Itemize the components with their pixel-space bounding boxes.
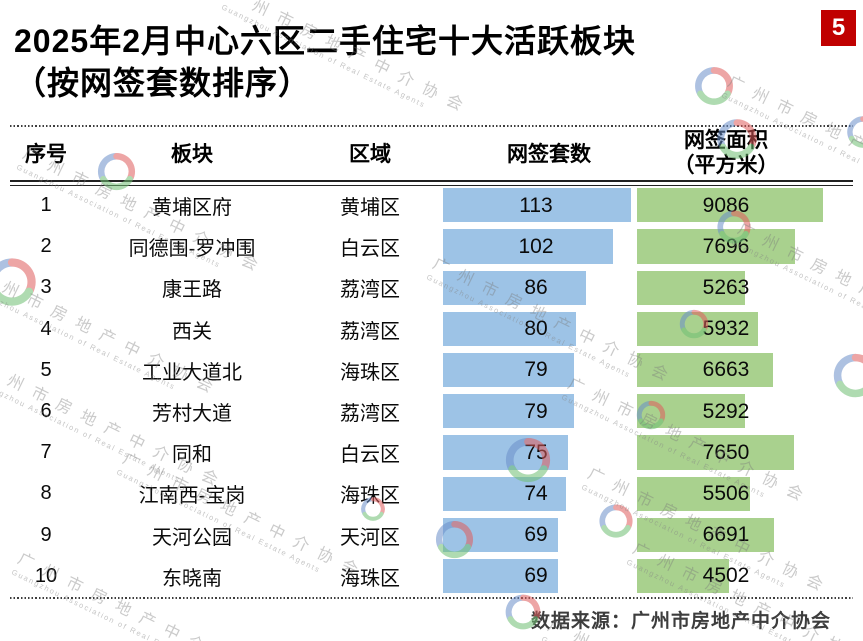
district-cell: 海珠区 — [340, 485, 400, 508]
count-bar — [443, 311, 577, 346]
area-value: 5932 — [702, 317, 750, 341]
sector-cell: 芳村大道 — [152, 403, 232, 426]
header-area-line1: 网签面积 — [684, 129, 768, 152]
area-bar — [637, 229, 795, 264]
count-bar — [443, 558, 558, 594]
count-value: 74 — [524, 481, 548, 505]
area-bar — [637, 435, 794, 470]
area-value: 6663 — [702, 358, 750, 382]
header-district: 区域 — [349, 143, 391, 166]
sector-cell: 天河公园 — [152, 526, 232, 549]
sector-cell: 工业大道北 — [142, 361, 242, 384]
sector-cell: 西关 — [172, 320, 212, 343]
association-logo-watermark — [690, 62, 738, 110]
header-count: 网签套数 — [507, 143, 591, 166]
district-cell: 黄埔区 — [340, 197, 400, 220]
table-header-row: 序号 板块 区域 网签套数 网签面积 （平方米） — [0, 126, 863, 180]
table-row: 8 江南西-宝岗 海珠区 74 5506 — [0, 473, 863, 514]
count-bar — [443, 352, 575, 388]
area-bar — [637, 517, 774, 552]
sector-cell: 东晓南 — [162, 567, 222, 590]
rank-cell: 7 — [40, 441, 52, 464]
table-top-border — [10, 125, 853, 127]
header-rank: 序号 — [25, 143, 67, 166]
count-value: 113 — [519, 193, 553, 217]
sector-cell: 江南西-宝岗 — [138, 485, 246, 508]
sector-cell: 康王路 — [162, 279, 222, 302]
district-cell: 荔湾区 — [340, 320, 400, 343]
count-bar — [443, 188, 631, 223]
page-title-line1: 2025年2月中心六区二手住宅十大活跃板块 — [14, 23, 636, 59]
header-area: 网签面积 （平方米） — [626, 126, 826, 180]
area-value: 7650 — [702, 440, 750, 464]
sector-cell: 同德围-罗冲围 — [128, 238, 256, 261]
table-row: 1 黄埔区府 黄埔区 113 9086 — [0, 185, 863, 226]
district-cell: 荔湾区 — [340, 403, 400, 426]
rank-cell: 4 — [40, 317, 52, 340]
table-row: 2 同德围-罗冲围 白云区 102 7696 — [0, 226, 863, 267]
sector-cell: 黄埔区府 — [152, 197, 232, 220]
district-cell: 白云区 — [340, 444, 400, 467]
district-cell: 荔湾区 — [340, 279, 400, 302]
count-value: 75 — [524, 440, 548, 464]
rank-cell: 8 — [40, 482, 52, 505]
page-title: 2025年2月中心六区二手住宅十大活跃板块 （按网签套数排序） — [14, 20, 636, 104]
page-number-badge: 5 — [821, 10, 856, 46]
area-value: 5263 — [702, 275, 750, 299]
area-value: 4502 — [702, 564, 750, 588]
rank-cell: 6 — [40, 400, 52, 423]
district-cell: 白云区 — [340, 238, 400, 261]
area-bar — [637, 270, 745, 305]
table-row: 3 康王路 荔湾区 86 5263 — [0, 267, 863, 308]
area-value: 9086 — [702, 193, 750, 217]
table-row: 4 西关 荔湾区 80 5932 — [0, 309, 863, 350]
table-row: 10 东晓南 海珠区 69 4502 — [0, 556, 863, 597]
count-bar — [443, 394, 575, 429]
rank-cell: 3 — [40, 276, 52, 299]
area-bar — [637, 476, 750, 511]
table-bottom-border — [10, 597, 853, 599]
count-value: 69 — [524, 564, 548, 588]
table-body: 1 黄埔区府 黄埔区 113 9086 2 同德围-罗冲围 白云区 102 76… — [0, 185, 863, 597]
table-row: 9 天河公园 天河区 69 6691 — [0, 515, 863, 556]
area-bar — [637, 558, 730, 594]
area-value: 5292 — [702, 399, 750, 423]
data-source-note: 数据来源：广州市房地产中介协会 — [530, 611, 831, 632]
area-bar — [637, 352, 774, 388]
area-value: 6691 — [702, 523, 750, 547]
rank-cell: 5 — [40, 358, 52, 381]
header-sector: 板块 — [171, 143, 213, 166]
count-value: 69 — [524, 523, 548, 547]
table-header-divider — [10, 180, 853, 186]
count-value: 79 — [524, 358, 548, 382]
table-row: 5 工业大道北 海珠区 79 6663 — [0, 350, 863, 391]
rank-cell: 1 — [40, 194, 52, 217]
watermark-text-en: Guangzhou Association of Real Estate Age… — [540, 634, 787, 641]
rank-cell: 2 — [40, 235, 52, 258]
header-area-line2: （平方米） — [673, 154, 779, 177]
count-bar — [443, 229, 613, 264]
district-cell: 海珠区 — [340, 567, 400, 590]
sector-cell: 同和 — [172, 444, 212, 467]
count-value: 86 — [524, 275, 548, 299]
count-value: 80 — [524, 317, 548, 341]
rank-cell: 9 — [40, 523, 52, 546]
count-bar — [443, 270, 587, 305]
district-cell: 海珠区 — [340, 361, 400, 384]
rank-cell: 10 — [34, 564, 58, 587]
count-bar — [443, 476, 567, 511]
area-value: 7696 — [702, 234, 750, 258]
district-cell: 天河区 — [340, 526, 400, 549]
area-value: 5506 — [702, 481, 750, 505]
table-row: 6 芳村大道 荔湾区 79 5292 — [0, 391, 863, 432]
count-value: 102 — [518, 234, 554, 258]
page-title-line2: （按网签套数排序） — [14, 65, 312, 101]
table-row: 7 同和 白云区 75 7650 — [0, 432, 863, 473]
count-value: 79 — [524, 399, 548, 423]
